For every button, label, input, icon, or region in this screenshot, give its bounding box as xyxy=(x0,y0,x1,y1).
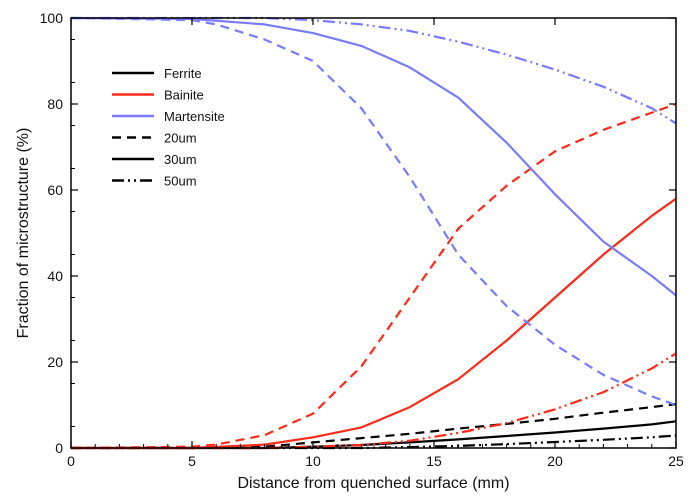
legend-label: 50um xyxy=(164,174,197,189)
legend-label: Ferrite xyxy=(164,66,202,81)
legend: Ferrite Bainite Martensite 20um 30um 50um xyxy=(112,66,225,189)
x-tick-label: 25 xyxy=(668,453,684,469)
legend-label: Bainite xyxy=(164,88,204,103)
y-tick-label: 40 xyxy=(47,268,63,284)
y-tick-label: 60 xyxy=(47,182,63,198)
y-axis: 0 20 40 60 80 100 xyxy=(40,10,676,456)
x-tick-label: 5 xyxy=(188,453,196,469)
x-tick-label: 20 xyxy=(547,453,563,469)
legend-label: Martensite xyxy=(164,109,225,124)
series-bainite-50um xyxy=(71,352,677,450)
series-lines xyxy=(70,16,677,450)
x-axis-label: Distance from quenched surface (mm) xyxy=(237,475,509,492)
series-bainite-30um xyxy=(71,197,677,450)
series-martensite-20um xyxy=(70,16,677,407)
y-tick-label: 0 xyxy=(55,440,63,456)
legend-label: 30um xyxy=(164,152,197,167)
series-martensite-30um xyxy=(70,16,677,297)
series-bainite-20um xyxy=(70,102,677,450)
plot-frame xyxy=(70,17,677,449)
series-martensite-50um xyxy=(71,16,677,125)
y-tick-label: 80 xyxy=(47,96,63,112)
y-tick-label: 20 xyxy=(47,354,63,370)
y-axis-label: Fraction of microstructure (%) xyxy=(15,128,32,339)
x-axis: 0 5 10 15 20 25 xyxy=(67,18,684,469)
x-tick-label: 10 xyxy=(305,453,321,469)
x-tick-label: 15 xyxy=(426,453,442,469)
y-tick-label: 100 xyxy=(40,10,64,26)
legend-label: 20um xyxy=(164,131,197,146)
x-tick-label: 0 xyxy=(67,453,75,469)
